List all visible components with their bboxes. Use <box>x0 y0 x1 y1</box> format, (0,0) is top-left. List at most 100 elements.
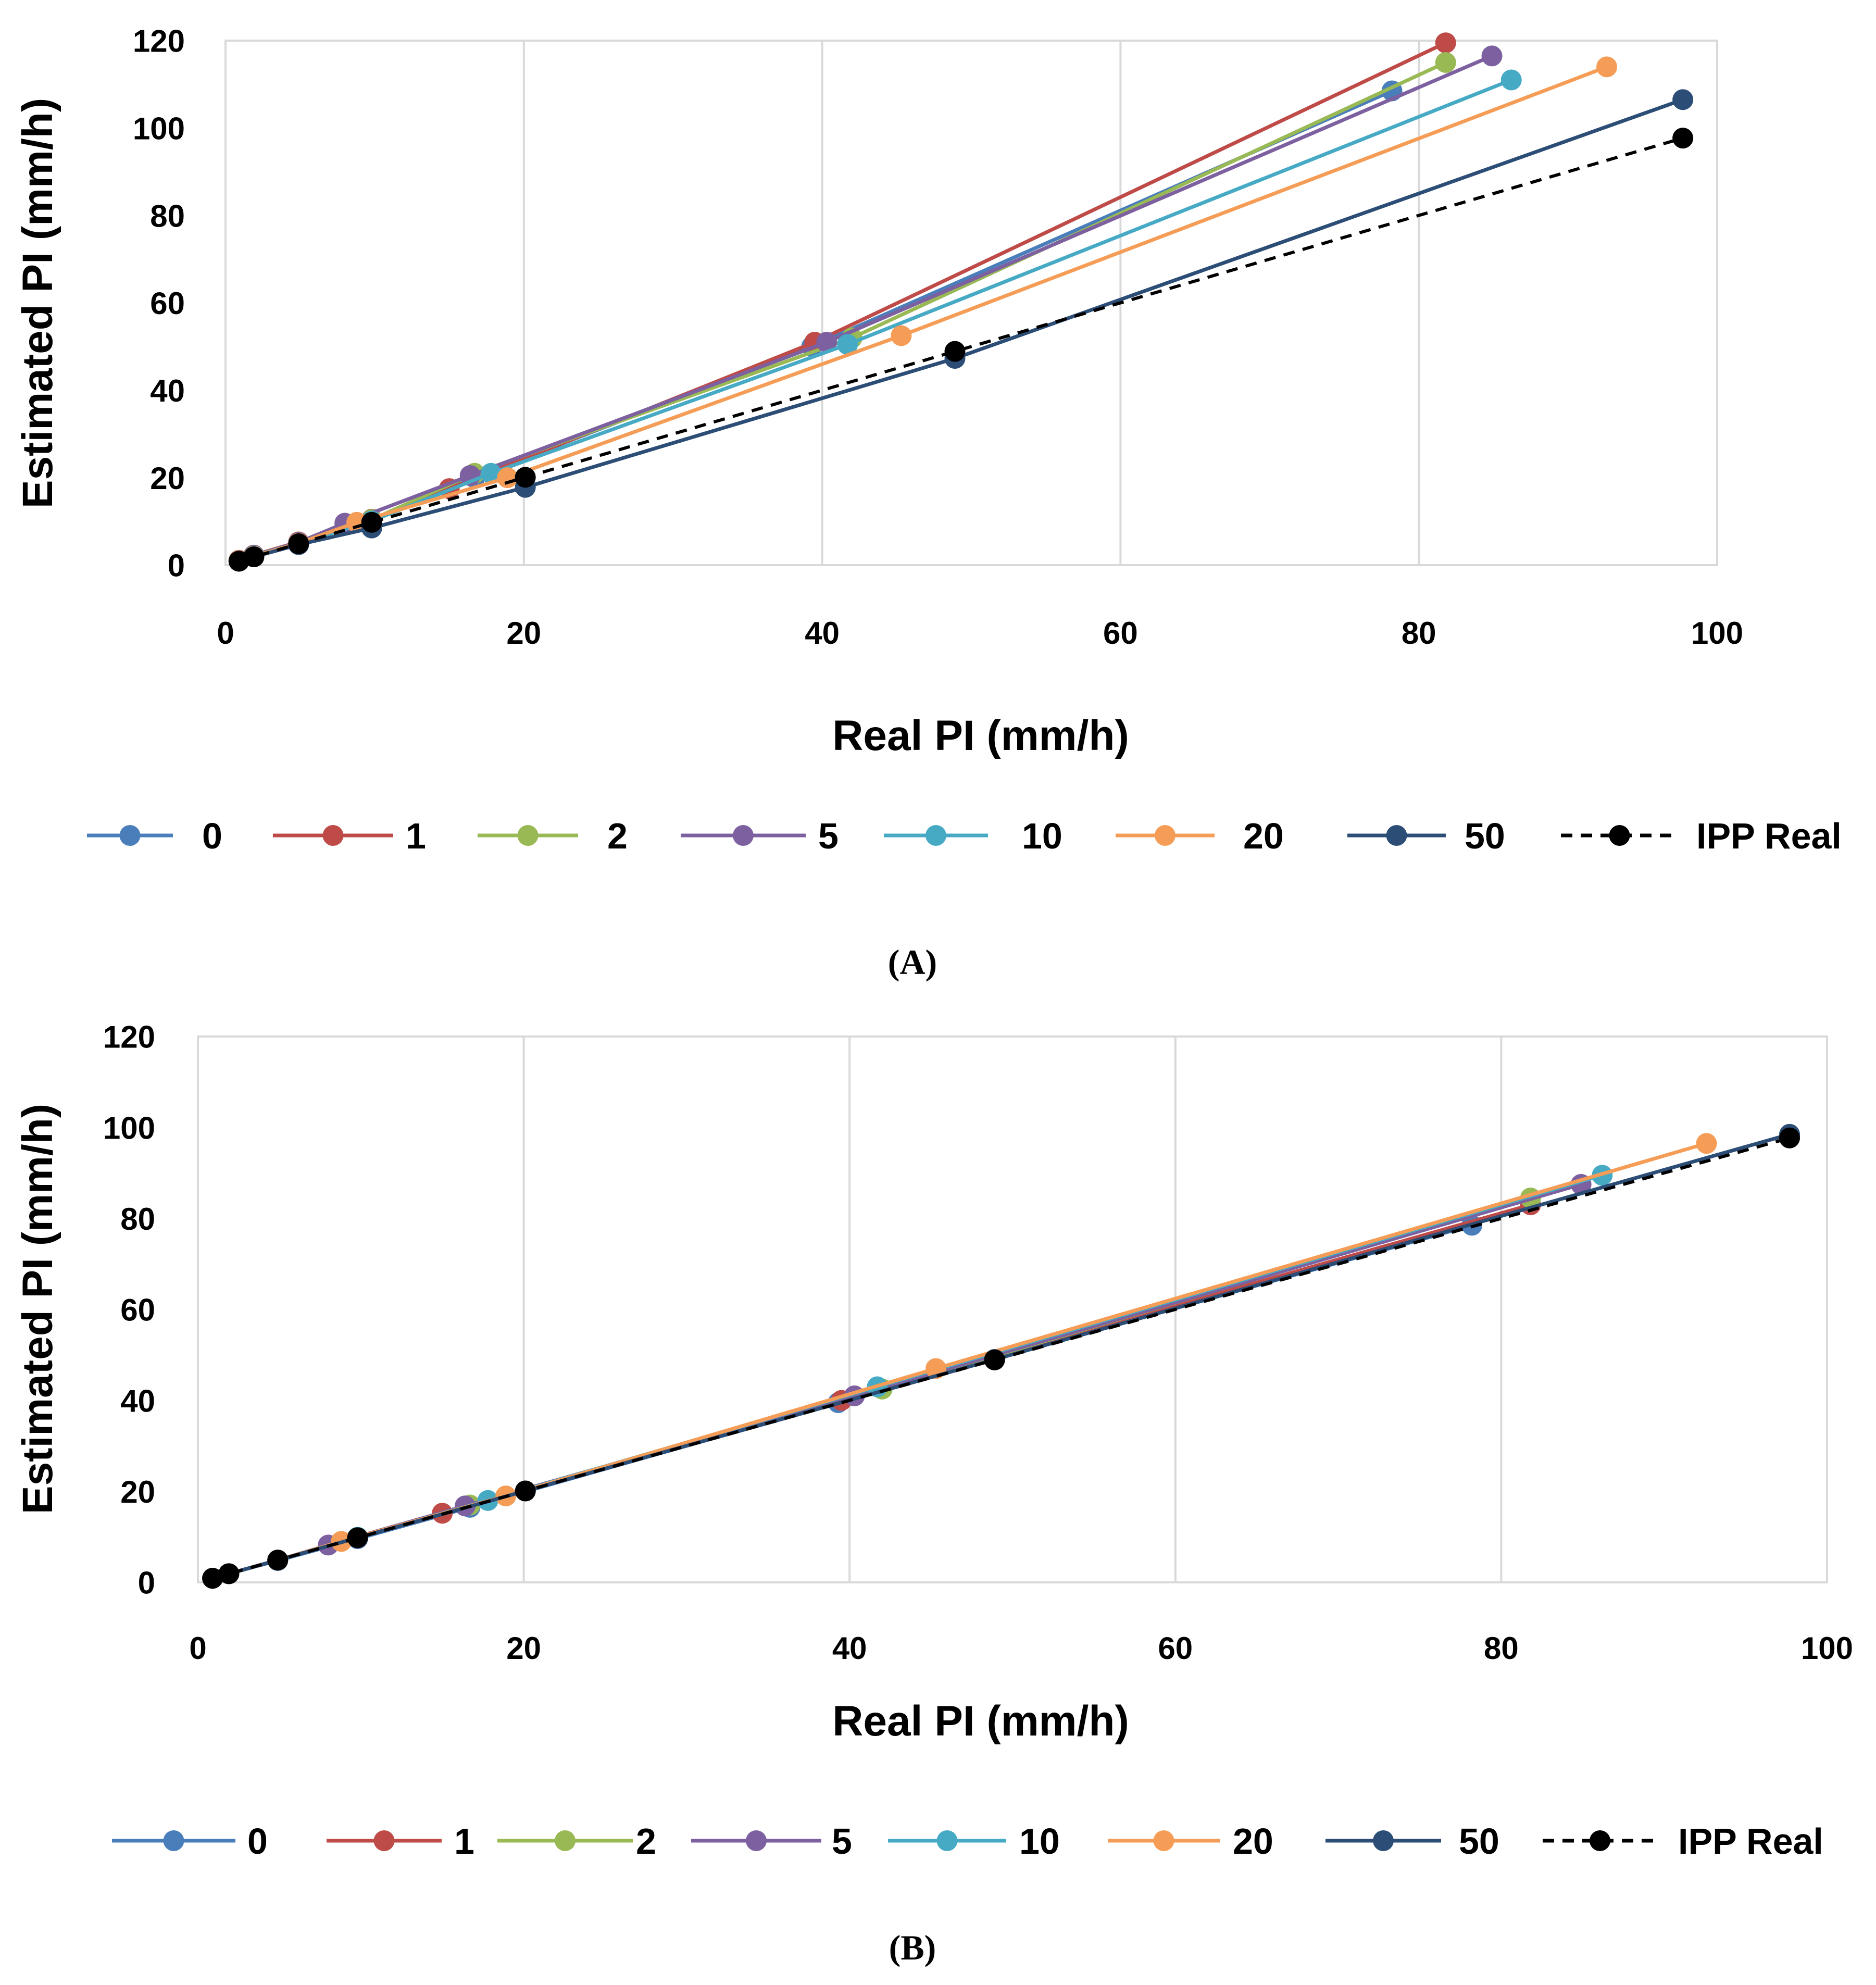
legend-swatch-marker <box>733 825 754 846</box>
legend-item: 0 <box>87 816 222 856</box>
legend-item: 2 <box>497 1821 656 1862</box>
data-point <box>1779 1127 1800 1148</box>
legend-item: 1 <box>273 816 426 856</box>
data-point <box>243 546 265 568</box>
legend-label: 5 <box>818 816 839 856</box>
x-tick-label: 60 <box>1103 616 1138 651</box>
legend-label: IPP Real <box>1678 1821 1823 1862</box>
panel-label: (A) <box>888 942 937 982</box>
legend-swatch-marker <box>163 1830 184 1851</box>
legend-item: 5 <box>681 816 839 856</box>
x-tick-label: 80 <box>1402 616 1436 651</box>
data-point <box>515 467 536 488</box>
y-tick-label: 0 <box>168 548 185 583</box>
x-tick-label: 20 <box>506 1631 541 1666</box>
y-tick-label: 100 <box>133 111 185 146</box>
y-tick-label: 60 <box>120 1293 155 1328</box>
legend-label: 0 <box>202 816 222 856</box>
y-tick-label: 100 <box>103 1110 155 1145</box>
y-axis-title: Estimated PI (mm/h) <box>14 1104 61 1514</box>
x-tick-label: 0 <box>217 616 234 651</box>
data-point <box>944 341 966 362</box>
series-1 <box>228 32 1456 571</box>
legend-label: 50 <box>1465 816 1505 856</box>
data-point <box>1672 89 1694 110</box>
x-axis-title: Real PI (mm/h) <box>832 712 1129 759</box>
legend-label: 50 <box>1459 1821 1499 1862</box>
legend-swatch-marker <box>1609 825 1630 846</box>
legend-label: IPP Real <box>1696 816 1842 856</box>
x-tick-label: 40 <box>805 616 840 651</box>
data-point <box>267 1550 289 1571</box>
data-point <box>361 511 382 533</box>
legend: 0 1 2 5 10 20 50 IPP Real <box>112 1821 1823 1862</box>
legend-swatch-marker <box>746 1830 767 1851</box>
y-tick-label: 80 <box>120 1202 155 1237</box>
data-point <box>891 325 912 346</box>
legend-item: 2 <box>478 816 628 856</box>
data-point <box>1672 128 1694 149</box>
legend-swatch-marker <box>1590 1830 1610 1851</box>
legend-label: 20 <box>1243 816 1284 856</box>
legend-label: 2 <box>607 816 628 856</box>
legend-label: 0 <box>247 1821 268 1862</box>
y-tick-label: 0 <box>138 1566 155 1601</box>
series-line <box>238 41 1447 563</box>
x-axis-title: Real PI (mm/h) <box>832 1697 1129 1745</box>
legend: 0 1 2 5 10 20 50 IPP Real <box>87 816 1842 856</box>
legend-label: 2 <box>636 1821 656 1862</box>
y-tick-label: 120 <box>103 1020 155 1055</box>
x-tick-label: 100 <box>1691 616 1743 651</box>
data-point <box>837 334 858 355</box>
legend-item: 10 <box>884 816 1062 856</box>
y-tick-label: 20 <box>120 1475 155 1509</box>
series-2 <box>228 52 1456 571</box>
data-point <box>1481 45 1503 67</box>
plot-area-frame <box>224 40 1718 566</box>
legend-item: 50 <box>1347 816 1505 856</box>
data-point <box>288 533 309 554</box>
series-ipp-real <box>228 128 1694 572</box>
legend-item: IPP Real <box>1543 1821 1823 1862</box>
data-point <box>218 1563 240 1584</box>
y-tick-label: 20 <box>150 461 185 496</box>
x-tick-label: 0 <box>189 1631 206 1666</box>
x-tick-label: 80 <box>1484 1631 1519 1666</box>
data-point <box>1435 32 1456 54</box>
legend-item: 20 <box>1116 816 1284 856</box>
data-point <box>984 1349 1005 1370</box>
legend-item: 0 <box>112 1821 268 1862</box>
data-point <box>1500 69 1522 91</box>
x-tick-label: 60 <box>1158 1631 1193 1666</box>
data-point <box>1435 52 1456 73</box>
data-point <box>480 463 502 484</box>
x-tick-label: 20 <box>506 616 541 651</box>
legend-swatch-marker <box>1155 825 1175 846</box>
legend-swatch-marker <box>322 825 344 846</box>
legend-label: 10 <box>1022 816 1062 856</box>
legend-swatch-marker <box>517 825 539 846</box>
legend-item: 50 <box>1325 1821 1499 1862</box>
legend-swatch-marker <box>936 1830 958 1851</box>
legend-label: 10 <box>1019 1821 1060 1862</box>
legend-label: 1 <box>406 816 426 856</box>
y-tick-label: 40 <box>120 1383 155 1418</box>
data-point <box>202 1568 223 1589</box>
legend-item: 1 <box>327 1821 474 1862</box>
legend-label: 5 <box>832 1821 852 1862</box>
y-axis-title: Estimated PI (mm/h) <box>14 98 61 508</box>
legend-swatch-marker <box>555 1830 576 1851</box>
data-point <box>1696 1133 1717 1154</box>
data-point <box>347 1527 368 1549</box>
data-point <box>816 332 837 353</box>
series-0 <box>228 80 1403 571</box>
series-ipp-real <box>202 1127 1800 1589</box>
legend-item: 20 <box>1108 1821 1273 1862</box>
series-line <box>238 54 1493 563</box>
legend-swatch-marker <box>1386 825 1407 846</box>
data-point <box>1596 56 1618 78</box>
legend-item: IPP Real <box>1561 816 1842 856</box>
series-line <box>238 60 1447 563</box>
